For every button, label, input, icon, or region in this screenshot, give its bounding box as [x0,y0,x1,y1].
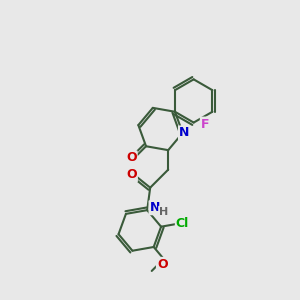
Text: N: N [149,201,160,214]
Text: O: O [157,258,167,271]
Text: O: O [126,152,137,164]
Text: Cl: Cl [176,217,189,230]
Text: F: F [201,118,209,130]
Text: O: O [126,168,137,181]
Text: H: H [159,207,168,217]
Text: N: N [179,126,189,140]
